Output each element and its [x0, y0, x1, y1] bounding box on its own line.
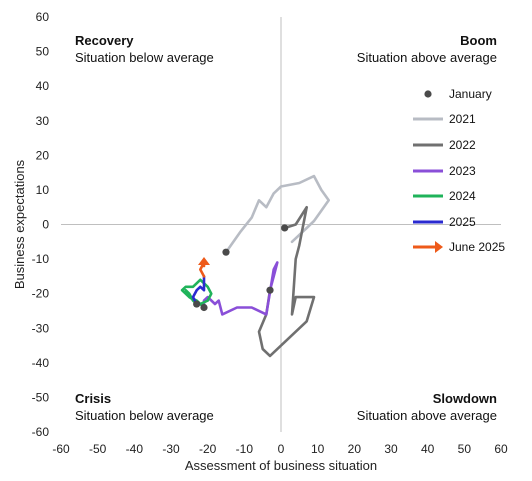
x-tick-label: 50 — [458, 442, 472, 456]
series-line-2023 — [202, 261, 279, 316]
quadrant-title-recovery: Recovery — [75, 33, 134, 48]
quadrant-subtitle: Situation above average — [357, 408, 497, 423]
june-2025-arrowhead — [198, 257, 210, 265]
legend-label-june-2025: June 2025 — [449, 240, 505, 254]
january-point — [222, 248, 230, 256]
series-line-2024 — [180, 278, 213, 309]
x-tick-label: 20 — [348, 442, 362, 456]
y-tick-label: -60 — [32, 425, 50, 439]
legend-arrowhead — [435, 241, 443, 253]
legend-marker-january — [424, 90, 432, 98]
x-tick-label: 60 — [494, 442, 508, 456]
y-axis-label: Business expectations — [12, 159, 27, 289]
quadrant-title-boom: Boom — [460, 33, 497, 48]
x-tick-label: 0 — [278, 442, 285, 456]
y-tick-label: 50 — [36, 45, 50, 59]
quadrant-title-crisis: Crisis — [75, 391, 111, 406]
x-tick-label: 10 — [311, 442, 325, 456]
series-line-2025 — [191, 275, 206, 306]
y-tick-label: -30 — [32, 321, 50, 335]
series-lines — [180, 174, 331, 358]
y-tick-label: -20 — [32, 287, 50, 301]
y-tick-label: -50 — [32, 390, 50, 404]
series-line-2021 — [224, 174, 331, 254]
y-tick-label: 20 — [36, 148, 50, 162]
quadrant-subtitle: Situation above average — [357, 50, 497, 65]
y-axis-ticks: 60 50 40 30 20 10 0 -10 -20 -30 -40 -50 -60 — [32, 10, 50, 439]
x-axis-ticks: -60 -50 -40 -30 -20 -10 0 10 20 30 40 50 60 — [52, 442, 508, 456]
january-point — [266, 286, 274, 294]
y-tick-label: 30 — [36, 114, 50, 128]
quadrant-subtitle: Situation below average — [75, 50, 214, 65]
y-tick-label: 60 — [36, 10, 50, 24]
quadrant-title-slowdown: Slowdown — [433, 391, 497, 406]
quadrant-labels: Recovery Situation below average Boom Situa… — [75, 33, 497, 423]
y-tick-label: 40 — [36, 79, 50, 93]
y-tick-label: -40 — [32, 356, 50, 370]
x-tick-label: -10 — [236, 442, 254, 456]
legend-label-2025: 2025 — [449, 215, 476, 229]
x-tick-label: -50 — [89, 442, 107, 456]
january-point — [193, 300, 201, 308]
series-line-2022 — [257, 205, 316, 358]
x-tick-label: -60 — [52, 442, 70, 456]
x-tick-label: 30 — [384, 442, 398, 456]
y-tick-label: -10 — [32, 252, 50, 266]
january-markers — [193, 224, 289, 312]
y-tick-label: 0 — [42, 218, 49, 232]
x-axis-label: Assessment of business situation — [185, 458, 377, 473]
x-tick-label: -30 — [162, 442, 180, 456]
legend-label-2021: 2021 — [449, 112, 476, 126]
x-tick-label: -20 — [199, 442, 217, 456]
legend-label-january: January — [449, 87, 492, 101]
january-point — [281, 224, 289, 232]
x-tick-label: 40 — [421, 442, 435, 456]
january-point — [200, 303, 208, 312]
x-tick-label: -40 — [126, 442, 144, 456]
legend-label-2024: 2024 — [449, 189, 476, 203]
legend: January 2021 2022 2023 2024 2025 June 2025 — [413, 87, 505, 254]
quadrant-subtitle: Situation below average — [75, 408, 214, 423]
y-tick-label: 10 — [36, 183, 50, 197]
legend-label-2023: 2023 — [449, 164, 476, 178]
legend-label-2022: 2022 — [449, 138, 476, 152]
